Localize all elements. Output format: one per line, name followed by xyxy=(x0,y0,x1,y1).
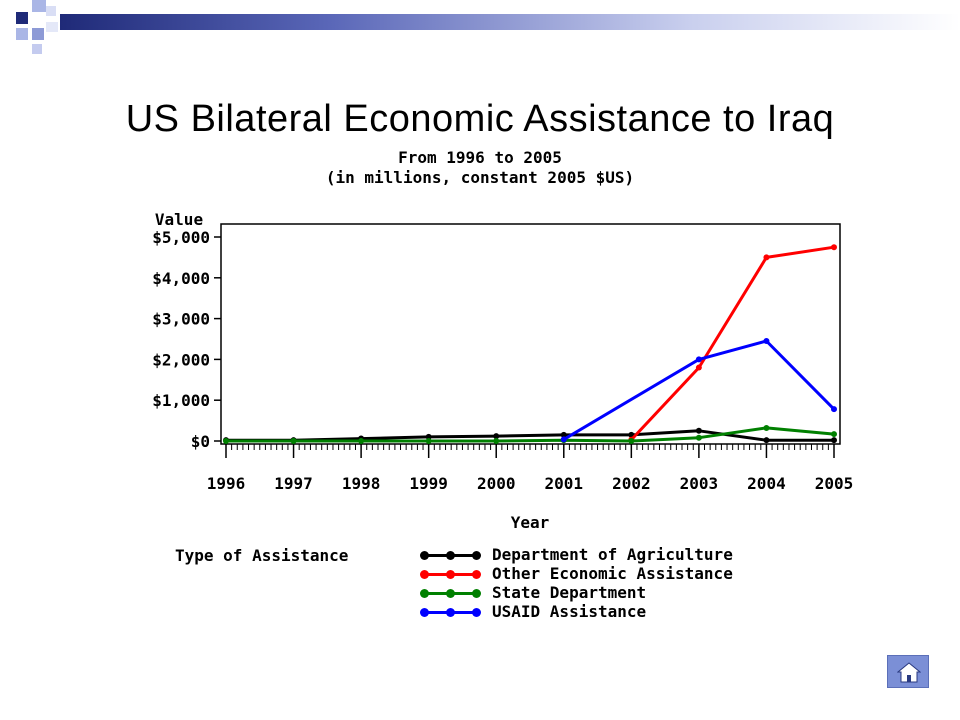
x-tick-label: 1996 xyxy=(207,474,246,493)
series-line xyxy=(226,429,834,442)
plot-frame xyxy=(220,223,841,445)
data-point xyxy=(763,254,770,261)
data-point xyxy=(831,406,837,413)
data-point xyxy=(560,431,567,438)
legend-swatch xyxy=(420,548,482,562)
legend-swatch xyxy=(420,586,482,600)
x-tick-label: 1998 xyxy=(342,474,381,493)
series-line xyxy=(630,245,835,441)
decor-square xyxy=(46,6,56,16)
decor-square xyxy=(32,0,46,12)
legend-item: Department of Agriculture xyxy=(420,545,733,564)
legend-item: Other Economic Assistance xyxy=(420,564,733,583)
x-axis: 1996 1997 1998 1999 2000 2001 2002 2003 2004 2005 xyxy=(207,444,854,493)
y-tick-label: $0 xyxy=(191,432,210,451)
x-tick-label: 2004 xyxy=(747,474,786,493)
data-point xyxy=(358,438,365,444)
chart-subtitle-1: From 1996 to 2005 xyxy=(398,148,562,167)
x-tick-label: 2000 xyxy=(477,474,516,493)
x-tick-label: 2003 xyxy=(680,474,719,493)
y-tick-label: $5,000 xyxy=(152,228,210,247)
data-point xyxy=(695,364,702,371)
legend-title: Type of Assistance xyxy=(175,546,349,565)
legend-label: State Department xyxy=(492,583,647,602)
y-tick-label: $4,000 xyxy=(152,269,210,288)
home-button[interactable] xyxy=(887,655,929,688)
data-point xyxy=(290,438,297,444)
data-point xyxy=(763,424,770,431)
data-point xyxy=(695,434,702,441)
y-tick-label: $3,000 xyxy=(152,310,210,329)
x-tick-label: 2001 xyxy=(545,474,584,493)
data-point xyxy=(831,431,837,438)
data-point xyxy=(831,244,837,251)
chart-title: US Bilateral Economic Assistance to Iraq xyxy=(125,98,835,140)
home-icon xyxy=(897,662,921,683)
data-point xyxy=(628,438,635,444)
x-tick-label: 2005 xyxy=(815,474,854,493)
series-line xyxy=(563,339,836,441)
series-line xyxy=(226,426,835,443)
data-point xyxy=(560,436,567,443)
slide-header-decoration xyxy=(0,0,960,60)
legend: Department of Agriculture Other Economic … xyxy=(420,545,733,621)
y-tick-label: $2,000 xyxy=(152,350,210,369)
series-group xyxy=(223,244,837,444)
x-tick-label: 1997 xyxy=(274,474,313,493)
data-point xyxy=(695,356,702,363)
data-point xyxy=(425,438,432,444)
data-point xyxy=(831,437,837,444)
legend-swatch xyxy=(420,605,482,619)
x-axis-label: Year xyxy=(511,513,550,532)
decor-square xyxy=(46,22,58,32)
chart-subtitle-2: (in millions, constant 2005 $US) xyxy=(325,168,635,187)
data-point xyxy=(223,438,229,444)
data-point xyxy=(493,438,500,444)
data-point xyxy=(763,338,770,345)
decor-square xyxy=(16,12,28,24)
decor-square xyxy=(16,28,28,40)
decor-square xyxy=(32,28,44,40)
legend-label: Department of Agriculture xyxy=(492,545,733,564)
y-axis-label: Value xyxy=(155,210,203,229)
legend-swatch xyxy=(420,567,482,581)
data-point xyxy=(763,437,770,444)
x-tick-label: 2002 xyxy=(612,474,651,493)
decor-square xyxy=(32,44,42,54)
legend-item: USAID Assistance xyxy=(420,602,733,621)
header-gradient-bar xyxy=(60,14,960,30)
legend-label: Other Economic Assistance xyxy=(492,564,733,583)
x-tick-label: 1999 xyxy=(409,474,448,493)
legend-item: State Department xyxy=(420,583,733,602)
legend-label: USAID Assistance xyxy=(492,602,647,621)
data-point xyxy=(493,433,500,440)
data-point xyxy=(695,427,702,434)
y-tick-label: $1,000 xyxy=(152,391,210,410)
y-axis: $0 $1,000 $2,000 $3,000 $4,000 $5,000 xyxy=(152,228,221,451)
